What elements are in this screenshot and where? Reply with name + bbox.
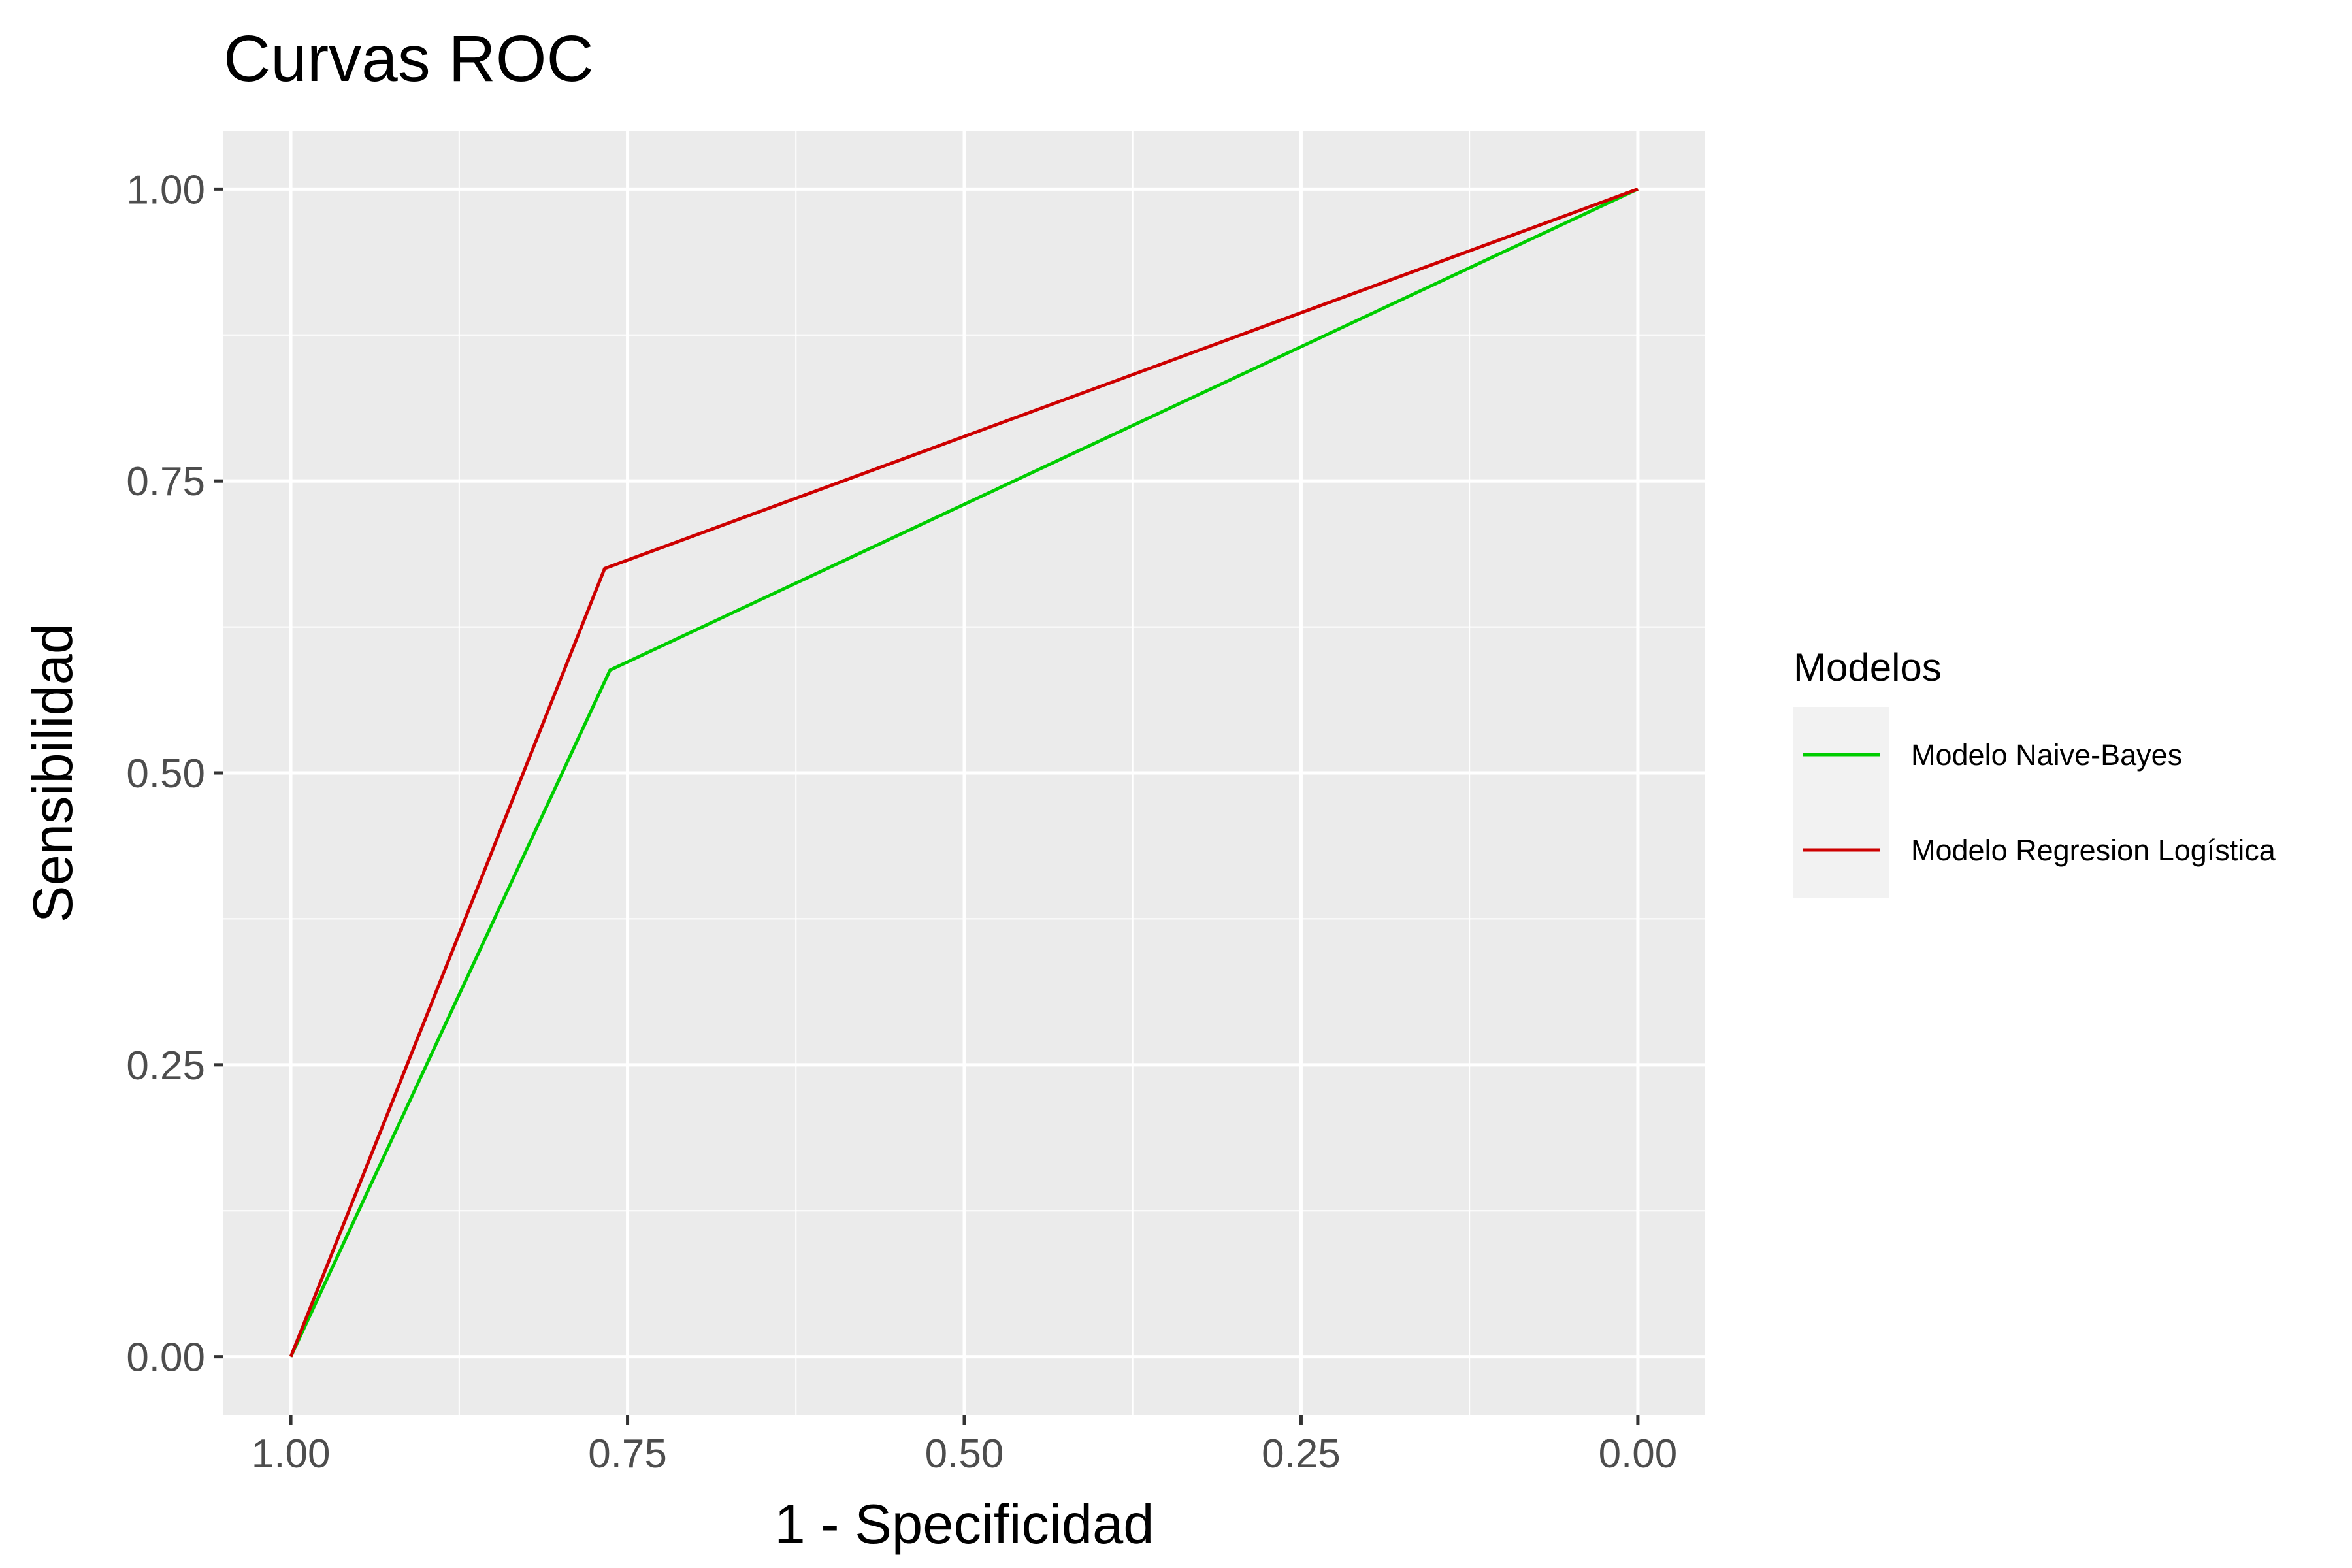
x-tick-label: 0.75 [588,1431,667,1477]
legend-title: Modelos [1793,645,1942,689]
y-tick-label: 0.00 [126,1335,205,1380]
x-axis: 1.00 0.75 0.50 0.25 0.00 [252,1415,1677,1477]
legend: Modelos Modelo Naive-Bayes Modelo Regresi… [1793,645,2276,898]
x-tick-label: 0.25 [1262,1431,1341,1477]
legend-key-background [1793,707,1889,898]
grid-major [223,131,1705,1415]
chart-title: Curvas ROC [223,22,594,95]
y-tick-label: 0.75 [126,459,205,504]
legend-label-2: Modelo Regresion Logística [1911,834,2276,867]
x-tick-label: 0.00 [1599,1431,1678,1477]
y-axis: 0.00 0.25 0.50 0.75 1.00 [126,167,223,1380]
x-tick-label: 0.50 [925,1431,1004,1477]
y-tick-label: 0.50 [126,751,205,796]
y-tick-label: 1.00 [126,167,205,212]
x-tick-label: 1.00 [252,1431,331,1477]
x-axis-title: 1 - Specificidad [774,1494,1154,1556]
legend-items: Modelo Naive-Bayes Modelo Regresion Logís… [1803,738,2276,867]
y-axis-title: Sensibilidad [22,623,84,923]
series-line-2 [289,188,1639,1358]
series-line-1 [289,188,1639,1358]
y-tick-label: 0.25 [126,1043,205,1088]
series-layer [289,188,1639,1358]
legend-label-1: Modelo Naive-Bayes [1911,738,2182,772]
